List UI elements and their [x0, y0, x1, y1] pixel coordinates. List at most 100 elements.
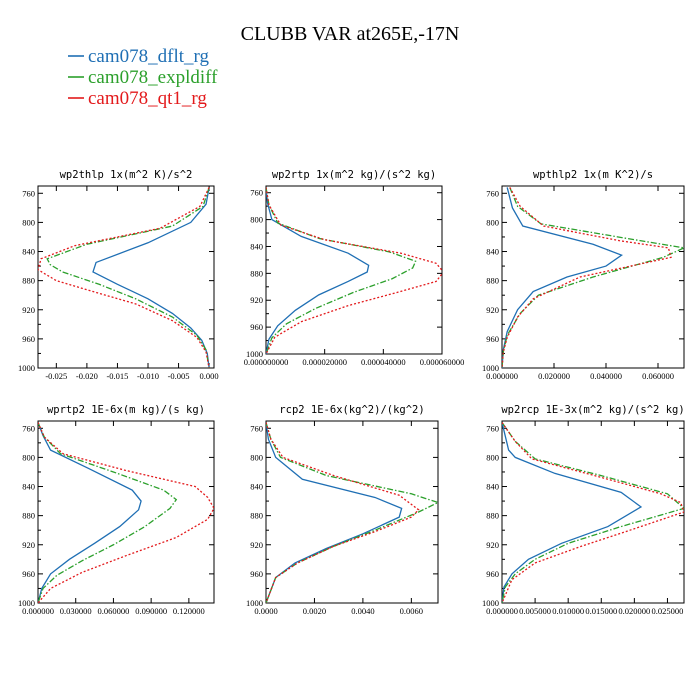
series-line-cam078_expldiff [266, 422, 438, 603]
y-tick-label: 920 [486, 540, 499, 550]
legend-label-dflt: cam078_dflt_rg [88, 46, 210, 67]
y-tick-label: 840 [486, 247, 499, 257]
y-tick-label: 1000 [246, 598, 263, 608]
y-tick-label: 840 [486, 482, 499, 492]
chart-panel-1: wp2thlp 1x(m^2 K)/s^2 760 800 840 880 920 960 1… [18, 169, 219, 381]
y-tick-label: 880 [22, 511, 35, 521]
y-tick-label: 960 [486, 569, 499, 579]
y-tick-label: 1000 [18, 598, 35, 608]
figure-title: CLUBB VAR at265E,-17N [241, 23, 460, 45]
x-tick-label: -0.020 [76, 371, 98, 381]
y-tick-label: 760 [486, 188, 499, 198]
x-tick-label: 0.0020 [303, 606, 326, 616]
y-tick-label: 920 [250, 295, 263, 305]
y-tick-label: 960 [250, 569, 263, 579]
series-line-cam078_expldiff [266, 187, 417, 354]
panel-title: wpthlp2 1x(m K^2)/s [533, 169, 653, 181]
series-line-cam078_dflt_rg [266, 187, 370, 354]
panel-grid: wp2thlp 1x(m^2 K)/s^2 760 800 840 880 920 960 1… [18, 169, 685, 616]
x-tick-label: 0.015000 [585, 606, 617, 616]
y-tick-label: 880 [250, 268, 263, 278]
plot-frame [501, 420, 685, 604]
plot-frame [501, 185, 685, 369]
x-tick-label: 0.0060 [400, 606, 423, 616]
y-tick-label: 880 [486, 276, 499, 286]
series-line-cam078_qt1_rg [38, 422, 214, 603]
y-tick-label: 800 [22, 217, 35, 227]
y-tick-label: 1000 [18, 363, 35, 373]
y-tick-label: 800 [250, 452, 263, 462]
y-tick-label: 920 [250, 540, 263, 550]
chart-panel-5: rcp2 1E-6x(kg^2)/(kg^2) 760 800 840 880 920 96… [246, 404, 439, 616]
x-tick-label: 0.010000 [552, 606, 584, 616]
y-tick-label: 760 [22, 423, 35, 433]
series-line-cam078_expldiff [502, 422, 684, 603]
x-tick-label: 0.020000 [538, 371, 570, 381]
y-tick-label: 920 [486, 305, 499, 315]
y-tick-label: 920 [22, 540, 35, 550]
y-tick-label: 960 [486, 334, 499, 344]
x-tick-label: 0.040000 [590, 371, 622, 381]
series-line-cam078_expldiff [38, 422, 178, 603]
series-line-cam078_qt1_rg [266, 422, 420, 603]
y-tick-label: 800 [486, 217, 499, 227]
series-line-cam078_qt1_rg [38, 187, 210, 368]
chart-panel-2: wp2rtp 1x(m^2 kg)/(s^2 kg) 760 800 840 880 92… [244, 169, 465, 367]
panel-title: wp2thlp 1x(m^2 K)/s^2 [60, 169, 193, 181]
series-line-cam078_qt1_rg [502, 187, 672, 368]
x-tick-label: 0.120000 [173, 606, 205, 616]
x-tick-label: 0.090000 [135, 606, 167, 616]
series-line-cam078_qt1_rg [266, 187, 442, 354]
chart-panel-3: wpthlp2 1x(m K^2)/s 760 800 840 880 920 960 100… [482, 169, 685, 381]
y-tick-label: 960 [250, 322, 263, 332]
legend-label-qt1: cam078_qt1_rg [88, 88, 207, 109]
x-tick-label: 0.020000 [618, 606, 650, 616]
x-tick-label: 0.025000 [652, 606, 684, 616]
y-tick-label: 880 [250, 511, 263, 521]
series-line-cam078_dflt_rg [502, 422, 643, 603]
panel-title: wp2rtp 1x(m^2 kg)/(s^2 kg) [272, 169, 436, 181]
x-tick-label: 0.0040 [351, 606, 374, 616]
legend-label-expldiff: cam078_expldiff [88, 67, 218, 88]
x-tick-label: 0.060000 [642, 371, 674, 381]
x-tick-label: 0.000000 [486, 606, 518, 616]
x-tick-label: 0.060000 [97, 606, 129, 616]
y-tick-label: 760 [250, 423, 263, 433]
series-line-cam078_qt1_rg [502, 422, 684, 603]
y-tick-label: 1000 [482, 363, 499, 373]
chart-panel-4: wprtp2 1E-6x(m kg)/(s kg) 760 800 840 880 920… [18, 404, 215, 616]
x-tick-label: 0.005000 [519, 606, 551, 616]
y-tick-label: 1000 [482, 598, 499, 608]
x-tick-label: 0.000020000 [302, 357, 347, 367]
x-tick-label: -0.015 [106, 371, 128, 381]
series-line-cam078_dflt_rg [266, 422, 403, 603]
y-tick-label: 840 [250, 241, 263, 251]
plot-frame [265, 420, 439, 604]
y-tick-label: 760 [250, 188, 263, 198]
x-tick-label: 0.000040000 [361, 357, 406, 367]
y-tick-label: 800 [250, 215, 263, 225]
x-tick-label: 0.000000000 [244, 357, 289, 367]
y-tick-label: 760 [486, 423, 499, 433]
x-tick-label: -0.010 [137, 371, 159, 381]
panel-title: wprtp2 1E-6x(m kg)/(s kg) [47, 404, 205, 416]
y-tick-label: 840 [22, 482, 35, 492]
plot-frame [37, 185, 215, 369]
chart-panel-6: wp2rcp 1E-3x(m^2 kg)/(s^2 kg)760 800 840 88… [482, 404, 685, 616]
x-tick-label: 0.000000 [486, 371, 518, 381]
y-tick-label: 960 [22, 334, 35, 344]
y-tick-label: 960 [22, 569, 35, 579]
x-tick-label: -0.025 [45, 371, 67, 381]
x-tick-label: 0.000000 [22, 606, 54, 616]
series-line-cam078_dflt_rg [38, 422, 142, 603]
x-tick-label: -0.005 [168, 371, 190, 381]
y-tick-label: 880 [22, 276, 35, 286]
x-tick-label: 0.0000 [254, 606, 277, 616]
y-tick-label: 840 [22, 247, 35, 257]
series-line-cam078_dflt_rg [502, 187, 623, 368]
plot-frame [37, 420, 215, 604]
panel-title: wp2rcp 1E-3x(m^2 kg)/(s^2 kg) [501, 404, 684, 416]
x-tick-label: 0.030000 [60, 606, 92, 616]
y-tick-label: 760 [22, 188, 35, 198]
